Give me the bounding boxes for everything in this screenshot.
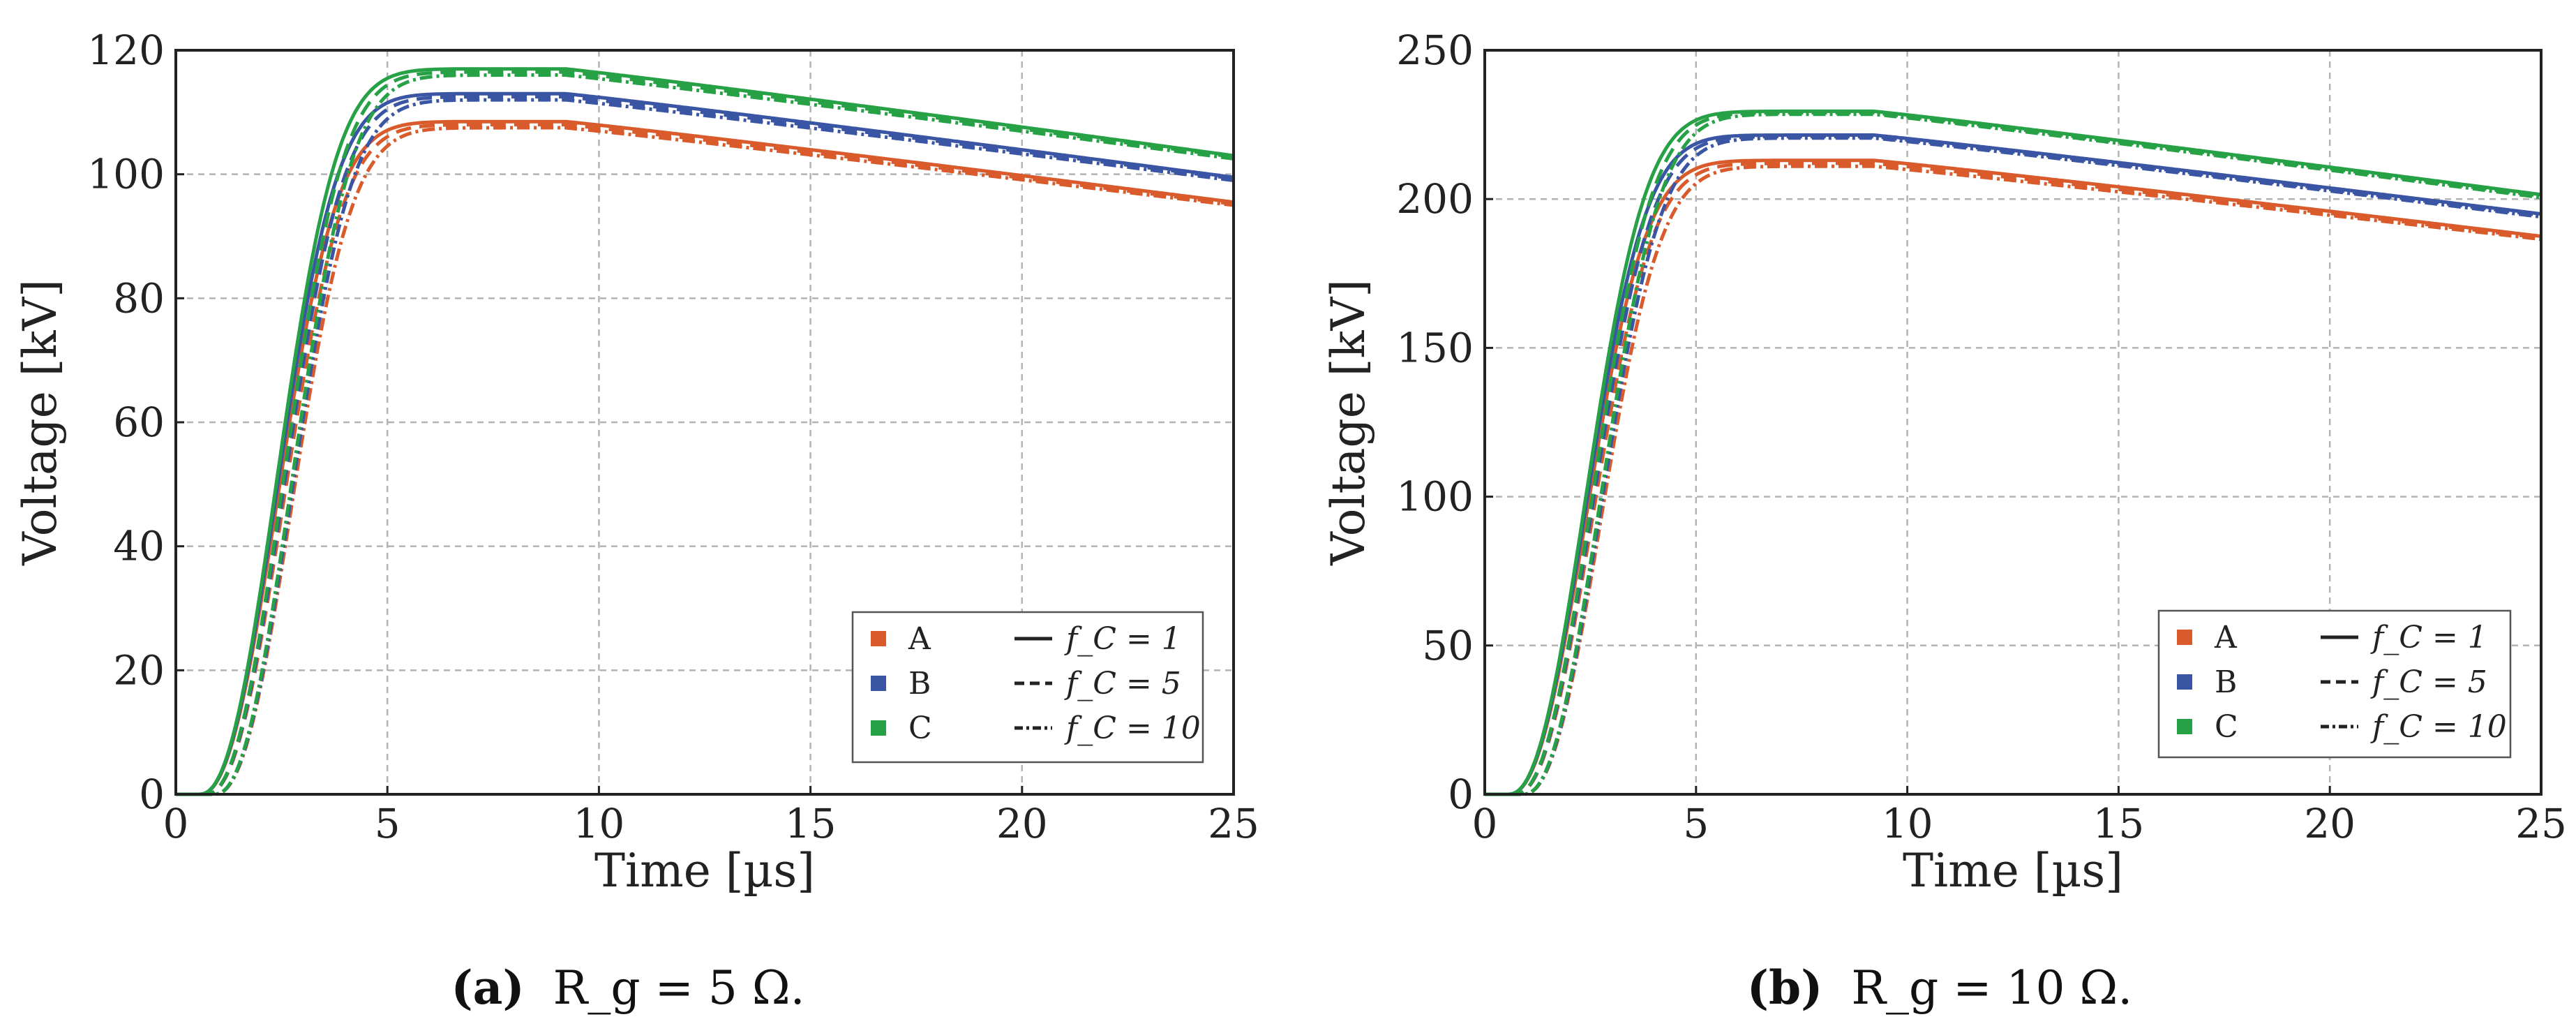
panel-a-y-tick-label: 20 [113, 646, 165, 694]
panel-b-legend-label-b: B [2215, 664, 2237, 700]
panel-b-y-axis-label: Voltage [kV] [1321, 279, 1375, 566]
panel-b-x-tick-label: 25 [2515, 800, 2567, 847]
panel-a-y-tick-label: 0 [139, 771, 165, 818]
panel-a-y-tick-label: 40 [113, 523, 165, 570]
panel-b-legend-swatch-c [2177, 719, 2192, 734]
panel-b-y-tick-label: 50 [1422, 622, 1474, 669]
panel-a-legend-label-b: B [908, 666, 931, 701]
panel-a-legend-style-label: f_C = 5 [1064, 666, 1181, 701]
panel-a-x-tick-label: 5 [375, 800, 400, 847]
panel-b-x-tick-label: 10 [1882, 800, 1933, 847]
panel-b-x-tick-label: 0 [1472, 800, 1498, 847]
panel-a-y-tick-label: 60 [113, 399, 165, 446]
panel-b-caption: (b) R_g = 10 Ω. [1747, 960, 2132, 1015]
panel-b-x-axis-label: Time [µs] [1903, 844, 2123, 898]
panel-a-series-c-dashdot [176, 73, 1234, 796]
panel-b-legend-swatch-b [2177, 674, 2192, 690]
panel-a-legend-style-label: f_C = 1 [1064, 621, 1181, 657]
panel-b-legend-box [2157, 609, 2512, 759]
panel-b-series-c-dashdot [1485, 112, 2542, 796]
panel-a-caption-text: R_g = 5 Ω. [553, 961, 805, 1015]
panel-b-y-tick-label: 0 [1448, 771, 1474, 818]
panel-a-y-tick-label: 100 [87, 151, 165, 198]
panel-a-series-b-dashdot [176, 98, 1234, 796]
panel-b-y-tick-label: 150 [1396, 324, 1474, 371]
panel-b-series-b-dashdot [1485, 136, 2542, 796]
panel-b-caption-text: R_g = 10 Ω. [1851, 961, 2132, 1015]
panel-b-legend-style-label: f_C = 5 [2370, 664, 2487, 700]
panel-a-legend-label-a: A [908, 621, 931, 657]
panel-b-series-a-dashed [1485, 161, 2542, 796]
panel-a-legend-label-c: C [908, 711, 932, 746]
panel-a-x-tick-label: 25 [1208, 800, 1259, 847]
panel-b-x-tick-label: 5 [1683, 800, 1709, 847]
panel-a-y-tick-label: 80 [113, 274, 165, 322]
panel-b-series-a-solid [1485, 158, 2542, 796]
panel-a-x-tick-label: 15 [785, 800, 837, 847]
panel-a-legend-swatch-b [871, 676, 886, 691]
panel-b-legend-swatch-a [2177, 630, 2192, 645]
panel-b-caption-label: (b) [1747, 960, 1823, 1015]
panel-b-legend-style-label: f_C = 10 [2370, 709, 2507, 745]
panel-b-legend-label-c: C [2215, 709, 2238, 745]
panel-a-legend-swatch-c [871, 720, 886, 736]
panel-b-y-tick-label: 250 [1396, 27, 1474, 74]
panel-a-x-axis-label: Time [µs] [594, 844, 815, 898]
panel-a-series-a-dashdot [176, 126, 1234, 796]
panel-a-y-tick-label: 120 [87, 27, 165, 74]
panel-a-caption-label: (a) [451, 960, 524, 1015]
panel-a-series [176, 67, 1234, 796]
panel-b-x-tick-label: 20 [2304, 800, 2356, 847]
panel-a-legend-swatch-a [871, 631, 886, 646]
panel-b-y-tick-label: 100 [1396, 473, 1474, 521]
panel-a-x-tick-label: 0 [163, 800, 189, 847]
panel-b-series-a-dashdot [1485, 164, 2542, 796]
panel-b-plot-frame [1483, 49, 2543, 796]
panel-a-caption: (a) R_g = 5 Ω. [451, 960, 804, 1015]
panel-a-y-axis-label: Voltage [kV] [13, 279, 67, 566]
panel-a: 0 5 10 15 20 25 0 20 40 60 80 100 120 Time [µs] Volt… [13, 27, 1259, 1015]
panel-a-series-c-dashed [176, 70, 1234, 796]
panel-a-series-a-solid [176, 119, 1234, 796]
panel-a-x-tick-label: 10 [573, 800, 624, 847]
panel-a-x-tick-label: 20 [996, 800, 1048, 847]
panel-b-series [1485, 109, 2542, 796]
panel-a-legend-style-label: f_C = 10 [1064, 711, 1201, 746]
panel-b-y-tick-label: 200 [1396, 175, 1474, 223]
panel-b-legend-label-a: A [2214, 620, 2238, 655]
panel-a-ticks: 0 5 10 15 20 25 0 20 40 60 80 100 120 [87, 27, 1259, 847]
panel-b-legend-style-label: f_C = 1 [2370, 620, 2487, 655]
panel-b-x-tick-label: 15 [2092, 800, 2144, 847]
